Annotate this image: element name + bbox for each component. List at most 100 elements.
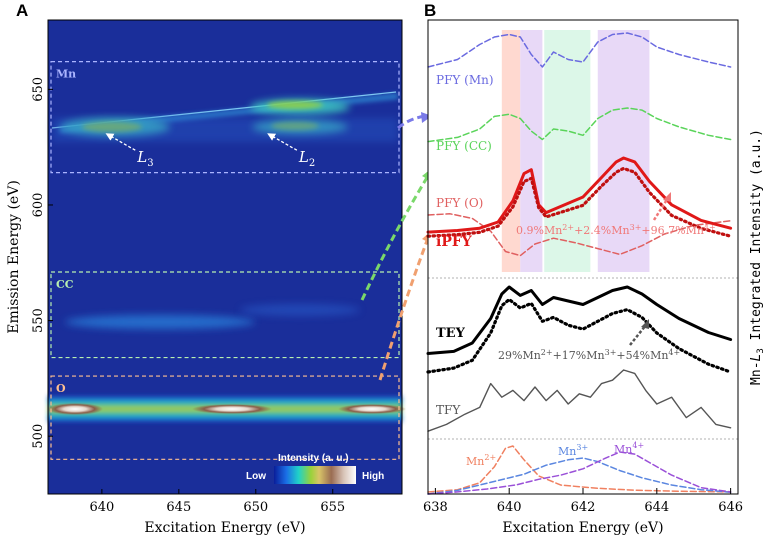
- curve-label-base: Mn: [466, 455, 484, 468]
- spectra-ylabel: Mn-L3 Integrated Intensity (a.u.): [749, 129, 766, 385]
- fit-annotation-part: 29%Mn: [498, 349, 541, 362]
- fit-annotation-sup: 3+: [605, 348, 617, 357]
- heatmap-axes: 640 645 650 655 500 550 600 650: [31, 77, 345, 515]
- series-tey-fit: [426, 297, 733, 374]
- curve-label: iPFY: [436, 234, 473, 250]
- region-box-o: [50, 375, 400, 460]
- spectra-curves: [426, 32, 733, 495]
- peak-label-l3: L3: [136, 148, 153, 169]
- series-pfy-cc: [427, 107, 732, 143]
- colorbar: Intensity (a. u.) Low High: [246, 453, 384, 484]
- heatmap-ytick-label: 650: [31, 77, 46, 102]
- curve-label-sup: 4+: [632, 441, 644, 450]
- heatmap-frame: [47, 19, 403, 495]
- shaded-band: [544, 30, 591, 272]
- arrow-o: [378, 237, 430, 381]
- fit-annotation-part: +2.4%Mn: [574, 224, 630, 237]
- fit-annotation-part: +17%Mn: [553, 349, 605, 362]
- curve-label: Mn2+: [466, 453, 496, 468]
- curve-label: PFY (O): [436, 196, 483, 210]
- spectra-xtick-label: 642: [571, 500, 596, 515]
- series-ipfy-fit: [426, 166, 733, 238]
- peak-label-letter: L: [136, 148, 147, 166]
- heatmap-ytick-label: 550: [31, 308, 46, 333]
- spectra-xtick-label: 646: [718, 500, 743, 515]
- heatmap-xtick-label: 645: [166, 500, 191, 515]
- curve-label: TFY: [436, 403, 461, 417]
- curve-label-sup: 3+: [576, 443, 588, 452]
- ylabel-part-a: Mn-: [749, 361, 764, 384]
- region-boxes: Mn CC O: [50, 61, 400, 460]
- shaded-band: [597, 30, 650, 272]
- curve-label-base: Mn: [614, 443, 632, 456]
- arrow-cc: [360, 175, 430, 301]
- curve-label-base: Mn: [558, 445, 576, 458]
- fit-annotation-sup: 3+: [630, 223, 642, 232]
- region-label-cc: CC: [56, 278, 74, 291]
- ylabel-part-b: L: [749, 354, 764, 362]
- series-mn4: [427, 451, 732, 495]
- heatmap-xlabel: Excitation Energy (eV): [144, 520, 305, 536]
- o-hotspot-1: [47, 403, 103, 415]
- o-hotspot-3: [338, 404, 406, 414]
- fit-arrow: [629, 324, 647, 346]
- colorbar-high: High: [362, 471, 384, 482]
- fit-annotation-sup: 4+: [668, 348, 680, 357]
- shaded-band: [520, 30, 543, 272]
- peak-label-sub: 3: [147, 158, 153, 169]
- heatmap-ytick-label: 600: [31, 193, 46, 218]
- curve-label: Mn3+: [558, 443, 588, 458]
- fit-annotation-part: +96.7%Mn: [641, 224, 704, 237]
- fit-annotation-sup: 2+: [562, 223, 574, 232]
- heatmap-ytick-label: 500: [31, 424, 46, 449]
- colorbar-title: Intensity (a. u.): [278, 453, 349, 464]
- panel-a-label: A: [16, 1, 28, 20]
- heatmap-xtick-label: 650: [243, 500, 268, 515]
- spectra-ylabel-text: Mn-L3 Integrated Intensity (a.u.): [749, 129, 766, 385]
- arrow-mn-head: [421, 112, 432, 123]
- series-mn2: [427, 445, 732, 493]
- series-tfy: [427, 369, 732, 432]
- peak-annotations: L3 L2: [105, 133, 315, 169]
- mn-diffuse: [52, 118, 398, 142]
- fit-annotation-sup: 4+: [704, 223, 716, 232]
- fit-arrow-head: [663, 192, 671, 202]
- fit-annotations: 0.9%Mn2++2.4%Mn3++96.7%Mn4+29%Mn2++17%Mn…: [498, 192, 716, 362]
- mn-l2-core-upper: [267, 101, 323, 109]
- cc-glow-right: [240, 304, 360, 316]
- colorbar-low: Low: [246, 471, 266, 482]
- region-label-o: O: [56, 382, 66, 395]
- peak-label-sub: 2: [309, 158, 315, 169]
- heatmap-xtick-label: 655: [320, 500, 345, 515]
- curve-label-sup: 2+: [484, 453, 496, 462]
- peak-label-letter: L: [298, 148, 309, 166]
- peak-arrow: [105, 133, 136, 151]
- shaded-bands: [501, 30, 650, 272]
- heatmap-background: [48, 20, 402, 494]
- heatmap-xtick-label: 640: [89, 500, 114, 515]
- curve-label: PFY (Mn): [436, 73, 494, 87]
- ylabel-part-c: Integrated Intensity (a.u.): [749, 129, 764, 348]
- panel-b-label: B: [424, 1, 436, 20]
- curve-label: Mn4+: [614, 441, 644, 456]
- curve-label: TEY: [436, 326, 466, 341]
- fit-arrow: [652, 197, 670, 221]
- fit-annotation: 29%Mn2++17%Mn3++54%Mn4+: [498, 348, 680, 362]
- spectra-xtick-label: 644: [644, 500, 669, 515]
- spectra-xlabel: Excitation Energy (eV): [502, 520, 663, 536]
- fit-annotation-sup: 2+: [541, 348, 553, 357]
- series-ipfy: [426, 156, 733, 234]
- heatmap-ylabel: Emission Energy (eV): [6, 180, 22, 334]
- o-hotspot-2: [192, 404, 272, 414]
- fit-arrow-head: [641, 319, 649, 329]
- curve-label: PFY (CC): [436, 139, 492, 153]
- series-pfy-mn: [427, 32, 732, 68]
- ylabel-part-sub: 3: [756, 348, 766, 353]
- colorbar-gradient: [274, 466, 356, 484]
- cc-glow: [65, 315, 255, 329]
- spectra-axes: 638 640 642 644 646: [423, 488, 743, 515]
- fit-annotation: 0.9%Mn2++2.4%Mn3++96.7%Mn4+: [516, 223, 716, 237]
